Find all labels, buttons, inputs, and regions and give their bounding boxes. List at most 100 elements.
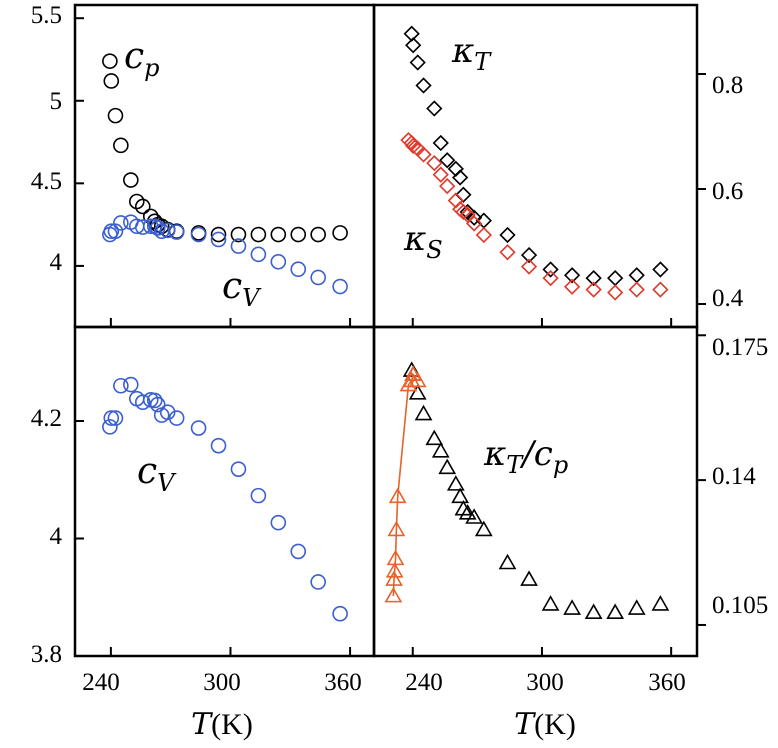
data-point-kappa_T/c_p xyxy=(474,520,493,537)
data-point-kappa_S xyxy=(439,177,456,195)
panel-frames xyxy=(73,3,699,658)
label-kappa-t-sub: T xyxy=(474,48,492,76)
x-tick-left-300: 300 xyxy=(203,669,241,696)
data-point-orange xyxy=(388,487,407,504)
data-point-kappa_T/c_p xyxy=(563,599,581,615)
data-point-kappa_S xyxy=(415,146,432,163)
data-point-c_V xyxy=(270,253,287,270)
data-point-kappa_T xyxy=(652,261,669,278)
data-point-c_V xyxy=(210,231,227,248)
data-point-orange xyxy=(384,586,403,603)
data-point-kappa_T xyxy=(465,209,483,226)
data-point-orange xyxy=(385,570,403,586)
data-point-kappa_T/c_p xyxy=(408,384,427,400)
y-tick-tl-0: 5.5 xyxy=(31,2,62,29)
label-kappa-s-main: κ xyxy=(403,219,426,259)
data-point-c_V xyxy=(134,219,151,235)
y-tick-labels: 5.5 5 4.5 4 0.8 0.6 0.4 4.2 4 3.8 0.175 … xyxy=(31,2,769,668)
data-point-c_V xyxy=(107,223,124,240)
data-point-kappa_T/c_p xyxy=(584,603,603,619)
data-point-kappa_T xyxy=(607,269,624,287)
data-point-kappa_S xyxy=(585,281,602,298)
frame-bottom-right xyxy=(372,325,699,658)
data-point-kappa_S xyxy=(432,166,449,183)
x-tick-right-360: 360 xyxy=(648,669,686,696)
data-point-c_V xyxy=(107,410,124,426)
data-point-kappa_T/c_p xyxy=(498,553,517,570)
y-tick-br-1: 0.14 xyxy=(712,463,756,490)
data-point-c_V xyxy=(290,261,307,278)
data-point-kappa_T xyxy=(439,152,456,169)
label-cv-main: c xyxy=(222,266,242,307)
data-point-c_V xyxy=(168,410,185,426)
data-point-kappa_T/c_p xyxy=(520,570,538,586)
data-point-c_p xyxy=(310,226,326,243)
data-point-kappa_S xyxy=(563,278,581,295)
data-point-kappa_S xyxy=(499,244,516,261)
data-point-kappa_T/c_p xyxy=(651,595,670,611)
y-tick-br-2: 0.105 xyxy=(712,592,768,619)
label-ratio-slash: / xyxy=(519,434,537,474)
data-point-kappa_T xyxy=(409,54,426,71)
label-cv-sub: V xyxy=(242,284,262,312)
data-point-kappa_T xyxy=(628,267,645,284)
data-point-c_V xyxy=(310,574,326,590)
y-tick-bl-1: 4 xyxy=(50,523,63,550)
data-point-kappa_S xyxy=(465,215,483,232)
label-kappa-t: κT xyxy=(451,31,492,76)
data-point-c_p xyxy=(103,73,120,89)
data-point-kappa_T xyxy=(426,100,443,117)
data-point-c_p xyxy=(123,172,139,188)
data-point-kappa_S xyxy=(652,281,669,298)
data-point-kappa_T/c_p xyxy=(425,429,444,446)
data-point-kappa_T xyxy=(542,261,559,278)
data-point-c_p xyxy=(134,198,151,215)
data-point-kappa_S xyxy=(542,269,559,287)
panel-top-right xyxy=(400,25,706,327)
data-point-kappa_S xyxy=(607,284,624,301)
x-axis-label-right: T(K) xyxy=(514,707,576,742)
data-point-c_V xyxy=(134,394,151,411)
data-point-kappa_T/c_p xyxy=(451,487,470,504)
data-point-c_V xyxy=(230,238,247,254)
label-kappa-s: κS xyxy=(403,219,443,264)
data-point-kappa_T xyxy=(520,246,538,264)
data-point-c_V xyxy=(153,223,170,240)
data-point-c_p xyxy=(210,226,227,243)
label-kappa-t-over-cp: κT/cp xyxy=(483,434,568,479)
data-point-c_p xyxy=(250,226,267,243)
x-tick-left-360: 360 xyxy=(324,669,362,696)
data-point-orange xyxy=(387,520,406,537)
x-tick-right-300: 300 xyxy=(526,669,564,696)
label-ratio-csub: p xyxy=(553,451,568,479)
data-point-c_V xyxy=(250,487,267,504)
label-kappa-s-sub: S xyxy=(426,236,442,264)
data-point-c_V xyxy=(210,437,227,454)
data-point-c_V xyxy=(159,404,176,420)
x-axis-label-left: T(K) xyxy=(191,707,253,742)
data-point-c_V xyxy=(103,223,120,240)
data-point-kappa_T/c_p xyxy=(446,475,465,491)
data-point-c_p xyxy=(113,137,129,154)
data-point-kappa_T/c_p xyxy=(431,442,450,458)
data-point-c_V xyxy=(290,543,307,560)
data-point-c_p xyxy=(102,53,118,69)
frame-bottom-left xyxy=(73,325,376,658)
data-point-kappa_T xyxy=(585,269,602,287)
data-point-c_V xyxy=(149,396,166,413)
data-point-kappa_T xyxy=(405,37,422,54)
data-point-c_V xyxy=(190,420,207,436)
data-point-orange xyxy=(386,549,405,566)
label-kappa-t-main: κ xyxy=(451,31,474,71)
data-point-c_V xyxy=(102,419,118,435)
data-point-kappa_T/c_p xyxy=(627,599,646,615)
data-point-kappa_T xyxy=(415,77,432,94)
y-tick-bl-2: 3.8 xyxy=(31,641,62,668)
y-tick-tl-3: 4 xyxy=(50,249,63,276)
data-point-orange xyxy=(408,371,427,388)
data-point-kappa_T xyxy=(563,267,581,284)
data-point-c_p xyxy=(107,107,124,124)
data-point-c_p xyxy=(290,226,307,243)
data-point-kappa_T xyxy=(499,226,516,244)
